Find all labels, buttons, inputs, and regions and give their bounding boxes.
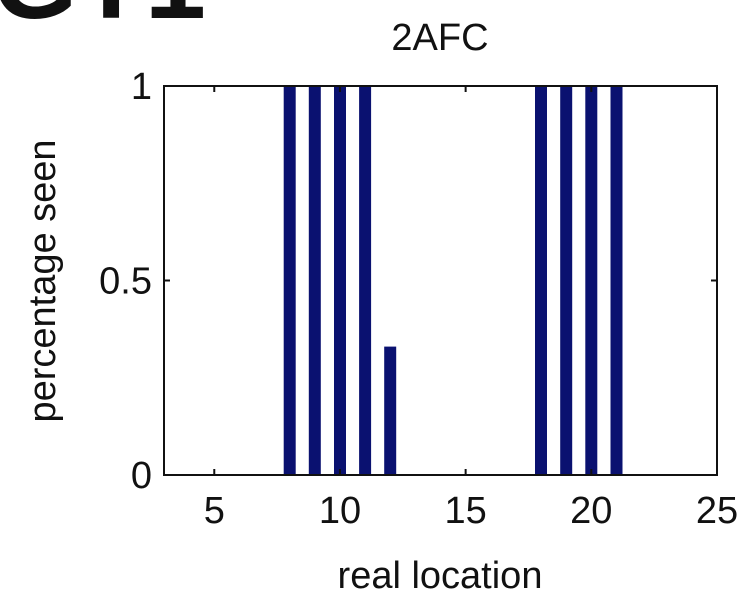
x-axis-ticks: 5 10 15 20 25: [204, 86, 738, 532]
y-tick-label: 0.5: [99, 261, 152, 303]
x-tick-label: 5: [204, 490, 225, 532]
bar-x-21: [610, 86, 623, 475]
bar-x-12: [384, 346, 397, 475]
bar-x-10: [334, 86, 346, 475]
plot-area: 5 10 15 20 25 00.51: [99, 66, 738, 532]
y-tick-label: 0: [131, 455, 152, 497]
bar-x-20: [585, 86, 598, 475]
bar-x-9: [308, 86, 321, 475]
x-axis-label: real location: [338, 555, 543, 597]
y-axis-ticks: 00.51: [99, 66, 717, 497]
bar-x-19: [560, 86, 573, 475]
bar-x-11: [359, 86, 372, 475]
y-tick-label: 1: [131, 66, 152, 108]
x-tick-label: 10: [319, 490, 361, 532]
bar-x-8: [283, 86, 296, 475]
x-tick-label: 15: [444, 490, 486, 532]
top-text-fragment: GT1: [0, 0, 206, 42]
bars-group: [283, 86, 623, 475]
y-axis-label: percentage seen: [22, 139, 64, 422]
x-tick-label: 20: [570, 490, 612, 532]
bar-x-18: [535, 86, 547, 475]
chart-title: 2AFC: [391, 17, 488, 59]
axes-box: [163, 85, 718, 476]
x-tick-label: 25: [696, 490, 738, 532]
